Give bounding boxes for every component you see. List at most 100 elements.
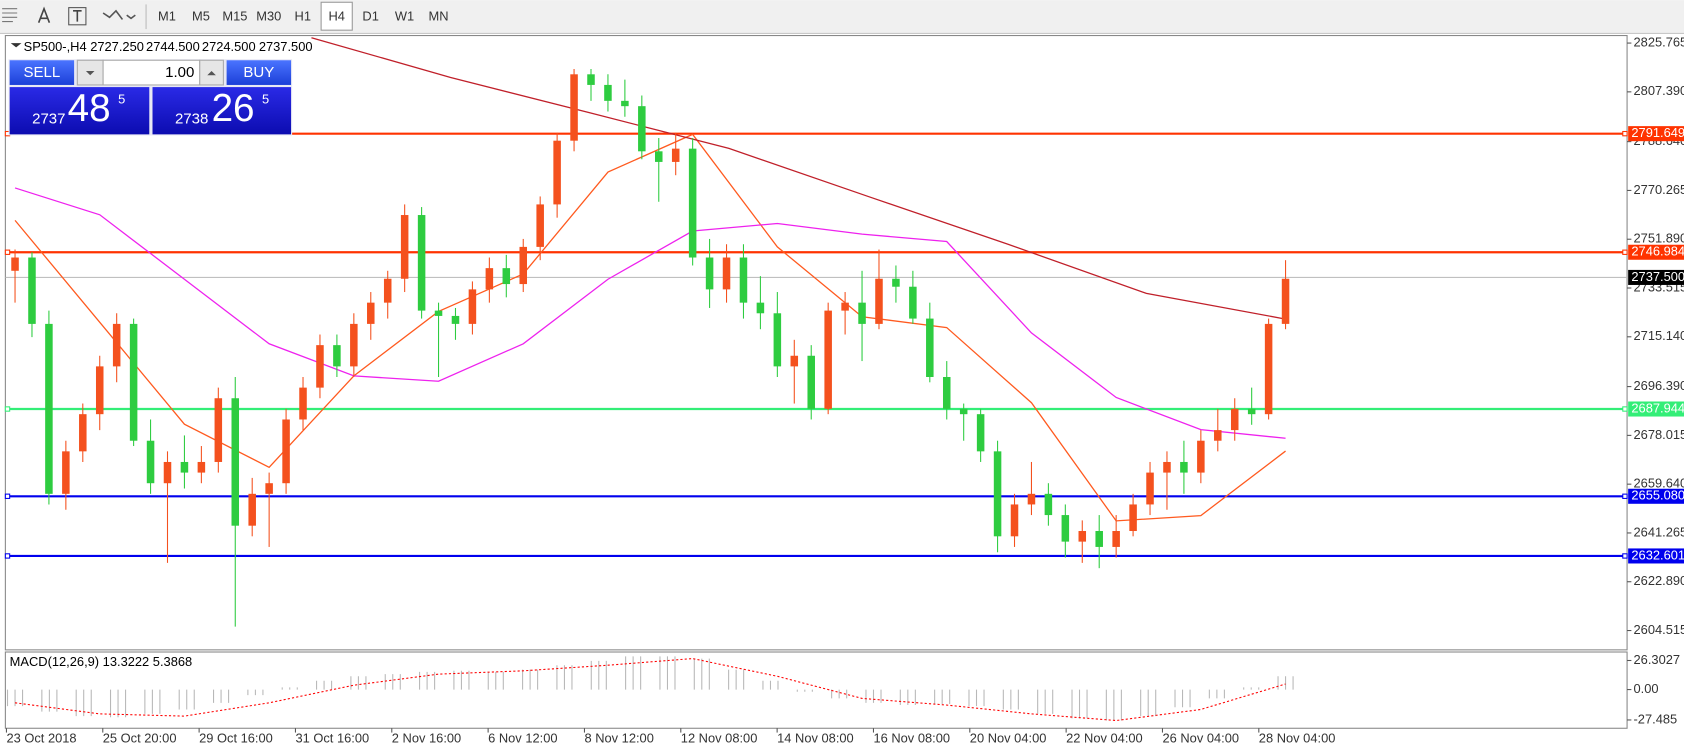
shapes-icon[interactable] (102, 9, 136, 20)
timeframe-button[interactable]: H4 (328, 9, 344, 24)
candle-body (756, 302, 765, 314)
x-tick-label: 28 Nov 04:00 (1259, 730, 1336, 745)
sell-price-box[interactable] (9, 87, 150, 135)
lines-icon[interactable] (2, 8, 18, 23)
buy-price-big: 26 (212, 87, 255, 130)
candle-body (993, 451, 1002, 537)
sell-price-tail: 5 (118, 91, 125, 106)
x-tick-label: 12 Nov 08:00 (681, 730, 758, 745)
x-tick-label: 2 Nov 16:00 (392, 730, 461, 745)
timeframe-active (320, 1, 353, 31)
macd-title: MACD(12,26,9) 13.3222 5.3868 (10, 654, 193, 669)
candle-body (926, 318, 934, 377)
label-icon[interactable] (68, 7, 87, 26)
candle-body (95, 366, 104, 415)
candle-body (1264, 323, 1273, 415)
y-tick-label: 2641.265 (1634, 524, 1684, 539)
candle-body (11, 257, 19, 271)
level-label: 2687.944 (1631, 400, 1684, 415)
current-price-tag (1628, 269, 1684, 285)
candle-body (705, 257, 714, 290)
candle-body (468, 289, 477, 324)
timeframe-button[interactable]: M30 (256, 9, 281, 24)
candle-body (824, 310, 832, 409)
x-tick-label: 29 Oct 16:00 (199, 730, 273, 745)
y-tick-label: 2659.640 (1634, 476, 1684, 491)
candle-body (790, 355, 799, 367)
x-tick-label: 22 Nov 04:00 (1066, 730, 1143, 745)
candle-body (1197, 440, 1205, 473)
candle-body (417, 215, 426, 311)
lot-up-arrow (207, 70, 216, 76)
level-marker (1622, 553, 1628, 559)
y-tick-label: 2751.890 (1634, 231, 1684, 246)
level-label: 2632.601 (1631, 547, 1684, 562)
candle-body (1230, 408, 1239, 431)
level-marker (4, 493, 11, 499)
candle-body (655, 151, 663, 162)
candle-body (434, 310, 443, 316)
timeframe-button[interactable]: M15 (222, 9, 247, 24)
buy-label: BUY (243, 64, 274, 81)
candle-body (282, 419, 290, 484)
level-marker (4, 249, 11, 255)
y-tick-label: 2678.015 (1634, 427, 1684, 442)
y-tick-label: 2825.765 (1634, 34, 1684, 49)
sell-price-head: 2737 (32, 110, 65, 127)
level-tag (1628, 126, 1684, 142)
macd-y-tick-label: 26.3027 (1634, 652, 1681, 667)
toolbar-bg (0, 0, 1684, 34)
symbol-title: SP500-,H4 (24, 39, 87, 54)
candle-body (587, 74, 595, 85)
timeframe-button[interactable]: M5 (192, 9, 210, 24)
timeframe-button[interactable]: M1 (158, 9, 176, 24)
x-tick-label: 16 Nov 08:00 (873, 730, 950, 745)
buy-price-tail: 5 (262, 91, 269, 106)
sell-button[interactable] (9, 60, 75, 85)
candle-body (400, 215, 409, 279)
y-tick-label: 2807.390 (1634, 83, 1684, 98)
candle-body (536, 204, 544, 247)
timeframe-button[interactable]: W1 (395, 9, 414, 24)
x-tick-label: 26 Nov 04:00 (1162, 730, 1239, 745)
ohlc-label: 2724.500 (202, 39, 256, 54)
ohlc-label: 2737.500 (259, 39, 313, 54)
buy-button[interactable] (226, 60, 292, 85)
lot-value: 1.00 (165, 64, 194, 81)
macd-y-tick-label: 0.00 (1634, 681, 1659, 696)
timeframe-button[interactable]: H1 (295, 9, 311, 24)
candle-body (45, 323, 53, 494)
level-tag (1628, 244, 1684, 260)
candle-body (1146, 472, 1154, 505)
candle-body (502, 268, 511, 285)
y-tick-label: 2622.890 (1634, 573, 1684, 588)
toolbar: M1 M5 M15 M30 H1 H4 D1 W1 MN (0, 0, 1684, 34)
candle-body (909, 286, 917, 319)
candle-body (604, 84, 612, 101)
candle-body (1180, 461, 1188, 473)
sell-label: SELL (24, 64, 61, 81)
candle-body (638, 106, 646, 152)
candle-body (739, 257, 748, 303)
y-tick-label: 2770.265 (1634, 182, 1684, 197)
level-marker (1622, 130, 1628, 137)
text-icon[interactable] (37, 6, 51, 23)
candle-body (180, 461, 189, 473)
candle-body (519, 246, 528, 285)
candle-body (1129, 504, 1137, 532)
level-marker (1622, 249, 1628, 255)
level-tag (1628, 488, 1684, 504)
candle-body (807, 355, 815, 409)
candle-body (1214, 430, 1222, 441)
level-marker (4, 406, 11, 412)
buy-price-box[interactable] (152, 87, 292, 135)
candle-body (214, 398, 223, 462)
candle-body (265, 483, 273, 494)
candle-body (1010, 504, 1019, 537)
lot-input[interactable] (102, 59, 201, 86)
timeframe-button[interactable]: D1 (362, 9, 378, 24)
timeframe-button[interactable]: MN (428, 9, 448, 24)
candle-body (1061, 515, 1070, 542)
chart-frame (4, 35, 1628, 651)
buy-price-head: 2738 (175, 110, 208, 127)
